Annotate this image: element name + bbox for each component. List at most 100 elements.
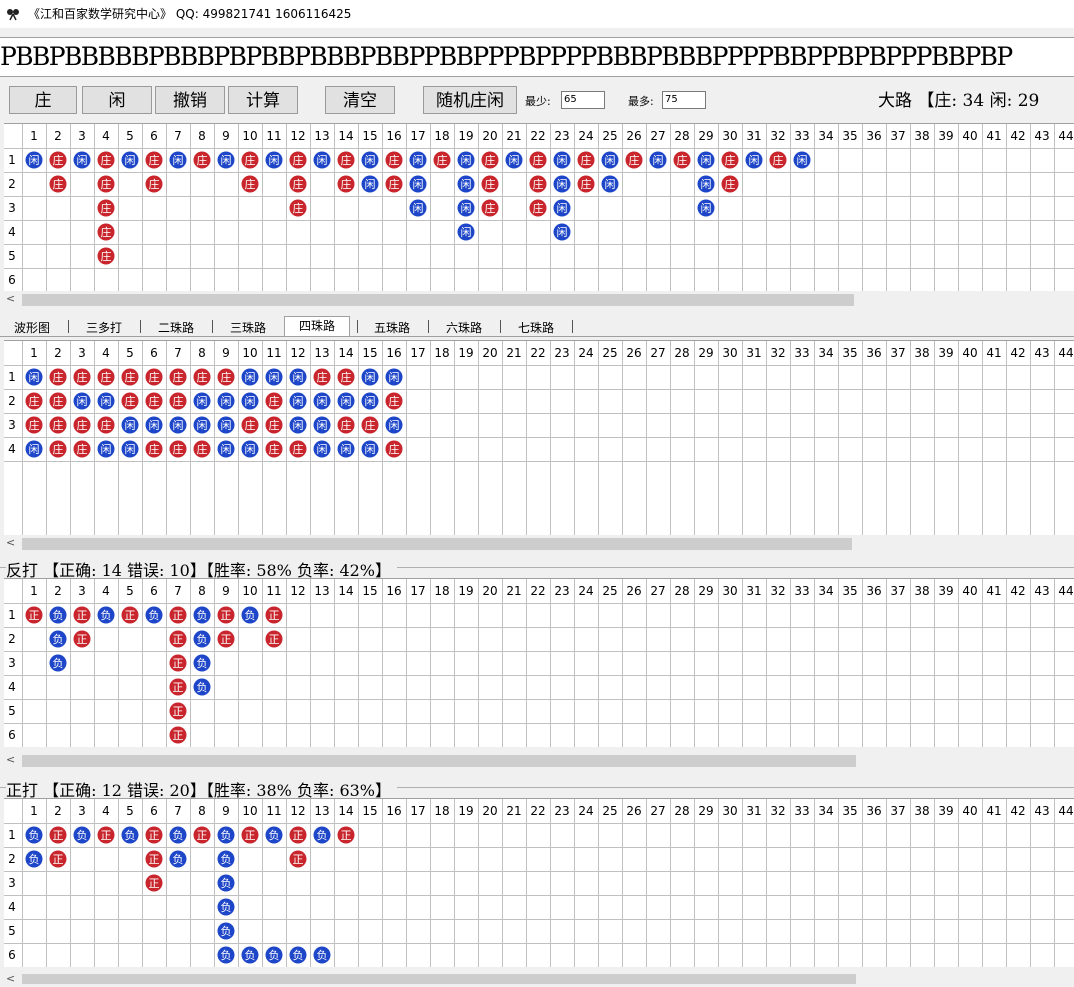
tab-waveform[interactable]: 波形图	[14, 321, 51, 335]
banker-bead-label: 庄	[173, 370, 184, 384]
tab-five-bead[interactable]: 五珠路	[374, 321, 411, 335]
loss-bead-circle	[73, 826, 91, 844]
calc-button[interactable]: 计算	[228, 86, 298, 114]
banker-bead-label: 庄	[149, 394, 160, 408]
tab-seven-bead[interactable]: 七珠路	[518, 321, 555, 335]
win-bead-label: 正	[53, 829, 64, 842]
player-bead: 闲	[361, 175, 379, 193]
win-bead-label: 正	[173, 633, 184, 646]
win-bead: 正	[169, 630, 187, 648]
column-number: 13	[314, 129, 329, 143]
win-bead-label: 正	[173, 729, 184, 742]
player-bead-circle	[553, 175, 571, 193]
banker-bead-circle	[529, 151, 547, 169]
banker-bead: 庄	[145, 175, 163, 193]
player-bead: 闲	[73, 151, 91, 169]
column-number: 43	[1034, 346, 1049, 360]
column-number: 42	[1010, 346, 1025, 360]
column-number: 12	[290, 129, 305, 143]
column-number: 20	[482, 804, 497, 818]
banker-bead-circle	[721, 151, 739, 169]
player-bead-label: 闲	[221, 418, 232, 432]
scroll-thumb[interactable]	[22, 538, 852, 550]
column-number: 8	[198, 346, 206, 360]
banker-bead: 庄	[121, 392, 139, 410]
undo-button[interactable]: 撤销	[155, 86, 225, 114]
player-bead: 闲	[601, 175, 619, 193]
column-number: 5	[126, 804, 134, 818]
player-bead-label: 闲	[125, 153, 136, 167]
scroll-left-icon[interactable]: <	[6, 536, 16, 549]
banker-bead-label: 庄	[77, 370, 88, 384]
scroll-thumb[interactable]	[22, 294, 854, 306]
banker-bead: 庄	[625, 151, 643, 169]
column-number: 39	[938, 804, 953, 818]
tab-three-multi[interactable]: 三多打	[86, 321, 123, 335]
player-bead: 闲	[169, 416, 187, 434]
max-input[interactable]: 75	[662, 91, 706, 109]
column-number: 41	[986, 804, 1001, 818]
player-bead-circle	[289, 416, 307, 434]
forward-scrollbar[interactable]: <	[4, 971, 1074, 987]
tab-three-bead[interactable]: 三珠路	[230, 321, 267, 335]
random-button[interactable]: 随机庄闲	[423, 86, 517, 114]
column-number: 5	[126, 584, 134, 598]
clear-button[interactable]: 清空	[325, 86, 395, 114]
player-bead-circle	[289, 368, 307, 386]
banker-bead-label: 庄	[149, 177, 160, 191]
player-bead: 闲	[25, 151, 43, 169]
scroll-thumb[interactable]	[22, 755, 856, 767]
tab-four-bead[interactable]: 四珠路	[284, 316, 351, 336]
tab-two-bead[interactable]: 二珠路	[158, 321, 195, 335]
player-bead: 闲	[289, 392, 307, 410]
loss-bead-circle	[193, 606, 211, 624]
loss-bead: 负	[145, 606, 163, 624]
column-number: 34	[818, 129, 833, 143]
win-bead-label: 正	[101, 829, 112, 842]
player-bead-circle	[121, 416, 139, 434]
column-number: 8	[198, 584, 206, 598]
window-title: 《江和百家数学研究中心》 QQ: 499821741 1606116425	[28, 7, 352, 21]
banker-bead-label: 庄	[389, 153, 400, 167]
player-bead: 闲	[25, 368, 43, 386]
player-bead-label: 闲	[389, 370, 400, 384]
player-bead-label: 闲	[173, 418, 184, 432]
player-bead: 闲	[697, 151, 715, 169]
win-bead-circle	[121, 606, 139, 624]
loss-bead-circle	[289, 946, 307, 964]
banker-bead-label: 庄	[485, 153, 496, 167]
banker-bead: 庄	[49, 392, 67, 410]
reverse-scrollbar[interactable]: <	[4, 752, 1074, 770]
player-bead-label: 闲	[245, 394, 256, 408]
scroll-left-icon[interactable]: <	[6, 972, 16, 985]
row-number: 2	[8, 852, 16, 866]
banker-bead: 庄	[145, 440, 163, 458]
win-bead-circle	[289, 826, 307, 844]
scroll-left-icon[interactable]: <	[6, 753, 16, 766]
banker-bead: 庄	[97, 151, 115, 169]
column-number: 11	[266, 129, 281, 143]
column-number: 39	[938, 584, 953, 598]
loss-bead: 负	[193, 606, 211, 624]
player-bead-label: 闲	[365, 394, 376, 408]
banker-bead: 庄	[481, 175, 499, 193]
banker-button[interactable]: 庄	[9, 86, 77, 114]
tab-six-bead[interactable]: 六珠路	[446, 321, 483, 335]
player-bead: 闲	[361, 368, 379, 386]
banker-bead: 庄	[289, 175, 307, 193]
bead-road-scrollbar[interactable]: <	[4, 535, 1074, 553]
win-bead-circle	[217, 630, 235, 648]
loss-bead-circle	[49, 630, 67, 648]
column-number: 32	[770, 346, 785, 360]
loss-bead-circle	[169, 850, 187, 868]
big-road-scrollbar[interactable]: <	[4, 291, 1074, 309]
player-button[interactable]: 闲	[82, 86, 152, 114]
win-bead: 正	[73, 606, 91, 624]
banker-bead: 庄	[265, 392, 283, 410]
min-label: 最少:	[525, 95, 551, 108]
banker-bead: 庄	[337, 175, 355, 193]
scroll-thumb[interactable]	[22, 974, 856, 984]
scroll-left-icon[interactable]: <	[6, 292, 16, 305]
player-bead-label: 闲	[125, 442, 136, 456]
min-input[interactable]: 65	[561, 91, 605, 109]
